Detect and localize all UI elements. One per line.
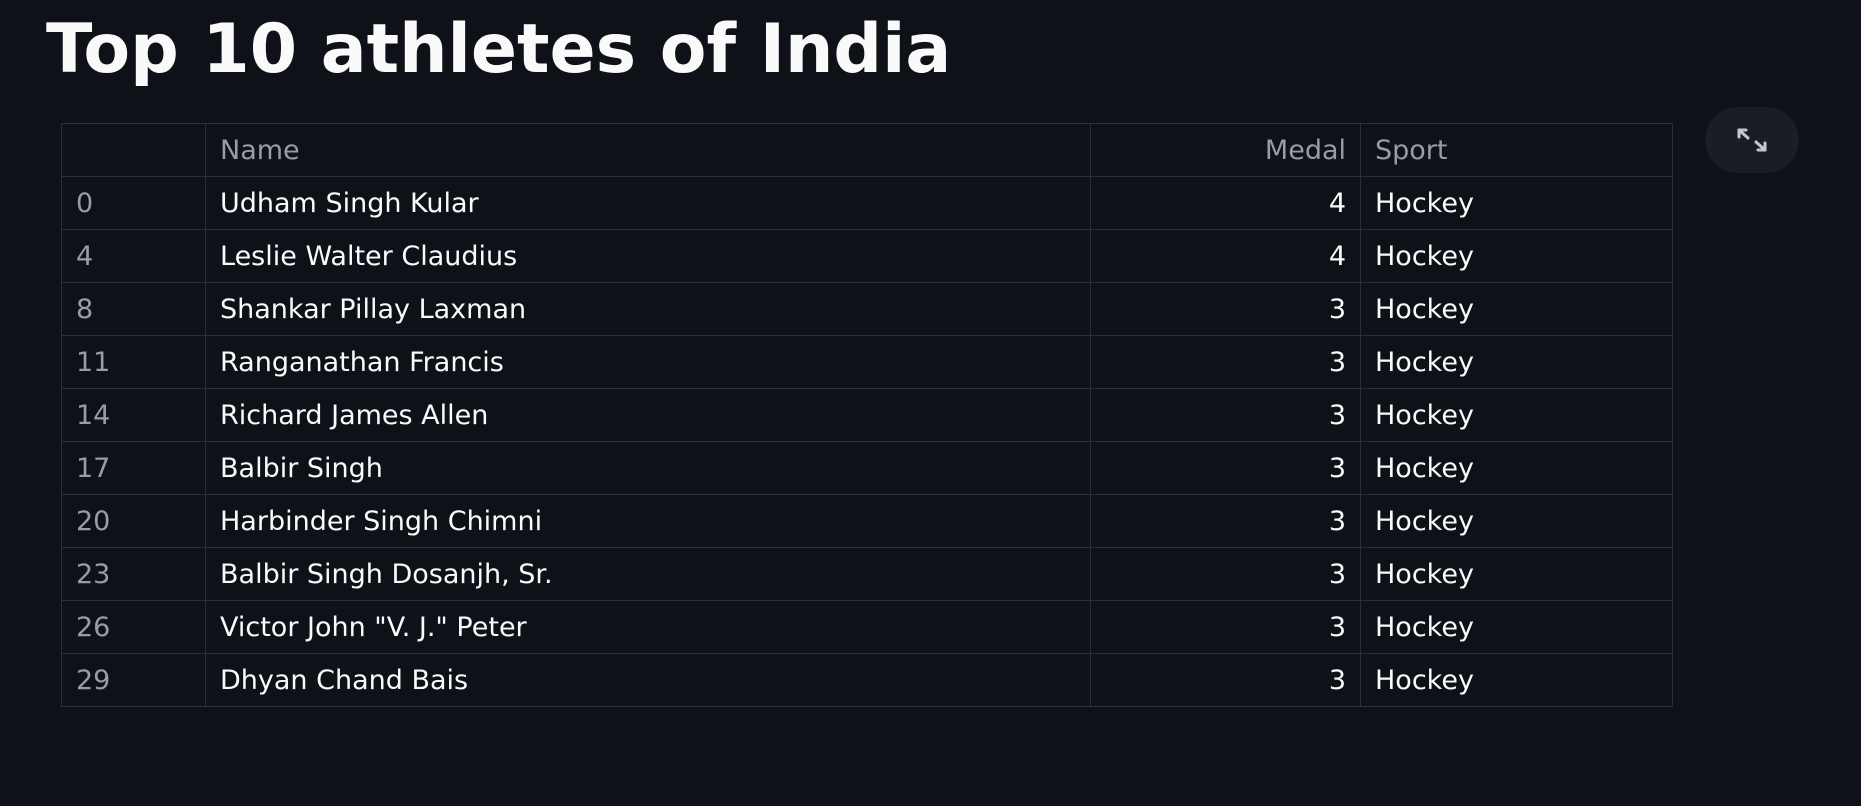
name-cell[interactable]: Richard James Allen [205, 388, 1091, 442]
name-cell[interactable]: Harbinder Singh Chimni [205, 494, 1091, 548]
name-cell[interactable]: Ranganathan Francis [205, 335, 1091, 389]
sport-cell[interactable]: Hockey [1360, 653, 1673, 707]
medal-cell[interactable]: 3 [1090, 441, 1361, 495]
page-title: Top 10 athletes of India [46, 10, 952, 89]
medal-cell[interactable]: 3 [1090, 282, 1361, 336]
table-row[interactable]: 0 Udham Singh Kular 4 Hockey [61, 176, 1673, 230]
column-header-medal[interactable]: Medal [1090, 123, 1361, 177]
sport-cell[interactable]: Hockey [1360, 388, 1673, 442]
row-index-cell[interactable]: 8 [61, 282, 206, 336]
column-header-sport[interactable]: Sport [1360, 123, 1673, 177]
row-index-cell[interactable]: 20 [61, 494, 206, 548]
column-header-name[interactable]: Name [205, 123, 1091, 177]
row-index-cell[interactable]: 26 [61, 600, 206, 654]
medal-cell[interactable]: 4 [1090, 229, 1361, 283]
name-cell[interactable]: Shankar Pillay Laxman [205, 282, 1091, 336]
name-cell[interactable]: Balbir Singh Dosanjh, Sr. [205, 547, 1091, 601]
row-index-cell[interactable]: 4 [61, 229, 206, 283]
sport-cell[interactable]: Hockey [1360, 441, 1673, 495]
row-index-cell[interactable]: 11 [61, 335, 206, 389]
medal-cell[interactable]: 3 [1090, 494, 1361, 548]
table-row[interactable]: 14 Richard James Allen 3 Hockey [61, 388, 1673, 442]
medal-cell[interactable]: 3 [1090, 600, 1361, 654]
table-row[interactable]: 23 Balbir Singh Dosanjh, Sr. 3 Hockey [61, 547, 1673, 601]
table-row[interactable]: 29 Dhyan Chand Bais 3 Hockey [61, 653, 1673, 707]
sport-cell[interactable]: Hockey [1360, 282, 1673, 336]
sport-cell[interactable]: Hockey [1360, 494, 1673, 548]
table-header-row: Name Medal Sport [61, 123, 1673, 177]
medal-cell[interactable]: 3 [1090, 388, 1361, 442]
sport-cell[interactable]: Hockey [1360, 600, 1673, 654]
name-cell[interactable]: Balbir Singh [205, 441, 1091, 495]
sport-cell[interactable]: Hockey [1360, 547, 1673, 601]
table-row[interactable]: 17 Balbir Singh 3 Hockey [61, 441, 1673, 495]
medal-cell[interactable]: 4 [1090, 176, 1361, 230]
row-index-cell[interactable]: 14 [61, 388, 206, 442]
expand-icon [1737, 128, 1767, 152]
sport-cell[interactable]: Hockey [1360, 176, 1673, 230]
row-index-cell[interactable]: 0 [61, 176, 206, 230]
name-cell[interactable]: Udham Singh Kular [205, 176, 1091, 230]
name-cell[interactable]: Dhyan Chand Bais [205, 653, 1091, 707]
table-row[interactable]: 20 Harbinder Singh Chimni 3 Hockey [61, 494, 1673, 548]
medal-cell[interactable]: 3 [1090, 547, 1361, 601]
medal-cell[interactable]: 3 [1090, 653, 1361, 707]
sport-cell[interactable]: Hockey [1360, 335, 1673, 389]
name-cell[interactable]: Victor John "V. J." Peter [205, 600, 1091, 654]
row-index-cell[interactable]: 23 [61, 547, 206, 601]
row-index-cell[interactable]: 17 [61, 441, 206, 495]
fullscreen-button[interactable] [1705, 107, 1799, 173]
sport-cell[interactable]: Hockey [1360, 229, 1673, 283]
dataframe[interactable]: Name Medal Sport 0 Udham Singh Kular 4 Hock… [61, 123, 1673, 707]
data-table: Name Medal Sport 0 Udham Singh Kular 4 Hock… [61, 123, 1673, 707]
table-row[interactable]: 8 Shankar Pillay Laxman 3 Hockey [61, 282, 1673, 336]
table-row[interactable]: 11 Ranganathan Francis 3 Hockey [61, 335, 1673, 389]
table-row[interactable]: 26 Victor John "V. J." Peter 3 Hockey [61, 600, 1673, 654]
row-index-cell[interactable]: 29 [61, 653, 206, 707]
column-header-index[interactable] [61, 123, 206, 177]
name-cell[interactable]: Leslie Walter Claudius [205, 229, 1091, 283]
table-row[interactable]: 4 Leslie Walter Claudius 4 Hockey [61, 229, 1673, 283]
medal-cell[interactable]: 3 [1090, 335, 1361, 389]
